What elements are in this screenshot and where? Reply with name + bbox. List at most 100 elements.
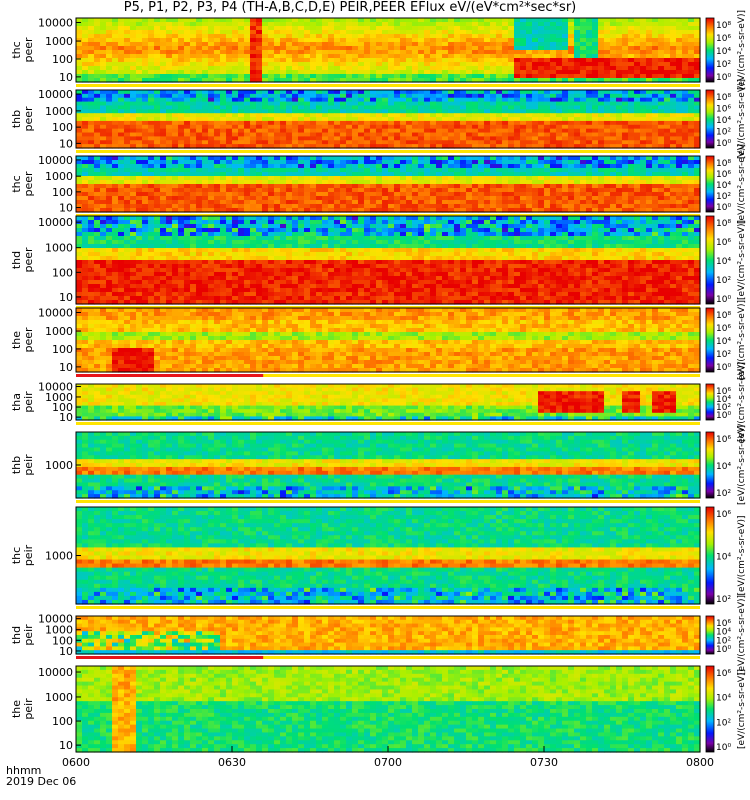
heatmap-cell [514, 128, 521, 134]
heatmap-cell [520, 105, 527, 110]
heatmap-cell [454, 172, 461, 177]
heatmap-cell [568, 34, 575, 39]
heatmap-cell [514, 113, 521, 118]
heatmap-cell [670, 18, 677, 23]
heatmap-cell [448, 220, 455, 225]
heatmap-cell [400, 50, 407, 55]
heatmap-cell [634, 124, 641, 130]
heatmap-cell [352, 172, 359, 177]
heatmap-cell [244, 22, 251, 27]
heatmap-cell [670, 109, 677, 114]
heatmap-cell [688, 46, 695, 51]
heatmap-cell [358, 144, 365, 149]
heatmap-cell [586, 70, 593, 75]
heatmap-cell [262, 74, 269, 79]
heatmap-cell [148, 105, 155, 110]
heatmap-cell [520, 97, 527, 103]
heatmap-cell [658, 78, 665, 83]
heatmap-cell [250, 196, 257, 201]
heatmap-cell [310, 120, 317, 126]
heatmap-cell [328, 97, 335, 103]
heatmap-cell [148, 156, 155, 161]
heatmap-cell [652, 58, 659, 63]
heatmap-cell [262, 90, 269, 95]
heatmap-cell [316, 224, 323, 229]
heatmap-cell [580, 117, 587, 122]
heatmap-cell [574, 113, 581, 118]
heatmap-cell [214, 164, 221, 169]
heatmap-cell [562, 208, 569, 213]
heatmap-cell [208, 140, 215, 145]
heatmap-cell [430, 22, 437, 27]
heatmap-cell [598, 180, 605, 185]
heatmap-cell [538, 18, 545, 23]
heatmap-cell [508, 54, 515, 59]
heatmap-cell [604, 54, 611, 59]
heatmap-cell [646, 22, 653, 27]
heatmap-cell [160, 62, 167, 67]
heatmap-cell [640, 140, 647, 145]
heatmap-cell [556, 70, 563, 75]
heatmap-cell [652, 176, 659, 181]
heatmap-cell [136, 109, 143, 114]
heatmap-cell [460, 160, 467, 165]
heatmap-cell [214, 196, 221, 201]
heatmap-cell [250, 54, 257, 59]
heatmap-cell [346, 176, 353, 181]
heatmap-cell [652, 38, 659, 43]
heatmap-cell [364, 62, 371, 67]
heatmap-cell [640, 18, 647, 23]
heatmap-cell [220, 128, 227, 134]
heatmap-cell [244, 124, 251, 130]
heatmap-cell [130, 93, 137, 99]
heatmap-cell [202, 113, 209, 118]
heatmap-cell [430, 105, 437, 110]
heatmap-cell [442, 18, 449, 23]
heatmap-cell [214, 54, 221, 59]
heatmap-cell [610, 62, 617, 67]
heatmap-cell [196, 136, 203, 141]
heatmap-cell [562, 54, 569, 59]
heatmap-cell [328, 93, 335, 99]
heatmap-cell [598, 18, 605, 23]
heatmap-cell [88, 93, 95, 99]
heatmap-cell [634, 128, 641, 134]
heatmap-cell [382, 58, 389, 63]
heatmap-cell [322, 58, 329, 63]
heatmap-cell [478, 101, 485, 107]
heatmap-cell [532, 30, 539, 35]
heatmap-cell [496, 66, 503, 71]
heatmap-cell [478, 70, 485, 75]
heatmap-cell [466, 204, 473, 209]
heatmap-cell [406, 38, 413, 43]
heatmap-cell [460, 109, 467, 114]
heatmap-cell [646, 34, 653, 39]
heatmap-cell [688, 38, 695, 43]
heatmap-cell [472, 50, 479, 55]
heatmap-cell [586, 172, 593, 177]
colorbar-tick-label: 10⁶ [716, 170, 731, 180]
heatmap-cell [148, 140, 155, 145]
heatmap-cell [466, 22, 473, 27]
heatmap-cell [394, 54, 401, 59]
heatmap-cell [304, 216, 311, 221]
heatmap-cell [292, 144, 299, 149]
heatmap-cell [394, 70, 401, 75]
heatmap-cell [544, 70, 551, 75]
heatmap-cell [472, 144, 479, 149]
heatmap-cell [604, 200, 611, 205]
heatmap-cell [262, 34, 269, 39]
heatmap-cell [460, 101, 467, 107]
heatmap-cell [634, 78, 641, 83]
heatmap-cell [310, 164, 317, 169]
heatmap-cell [484, 97, 491, 103]
heatmap-cell [238, 50, 245, 55]
heatmap-cell [424, 93, 431, 99]
heatmap-cell [652, 120, 659, 126]
heatmap-cell [514, 101, 521, 107]
heatmap-cell [106, 140, 113, 145]
heatmap-cell [574, 46, 581, 51]
heatmap-cell [280, 156, 287, 161]
heatmap-cell [664, 204, 671, 209]
heatmap-cell [412, 188, 419, 193]
